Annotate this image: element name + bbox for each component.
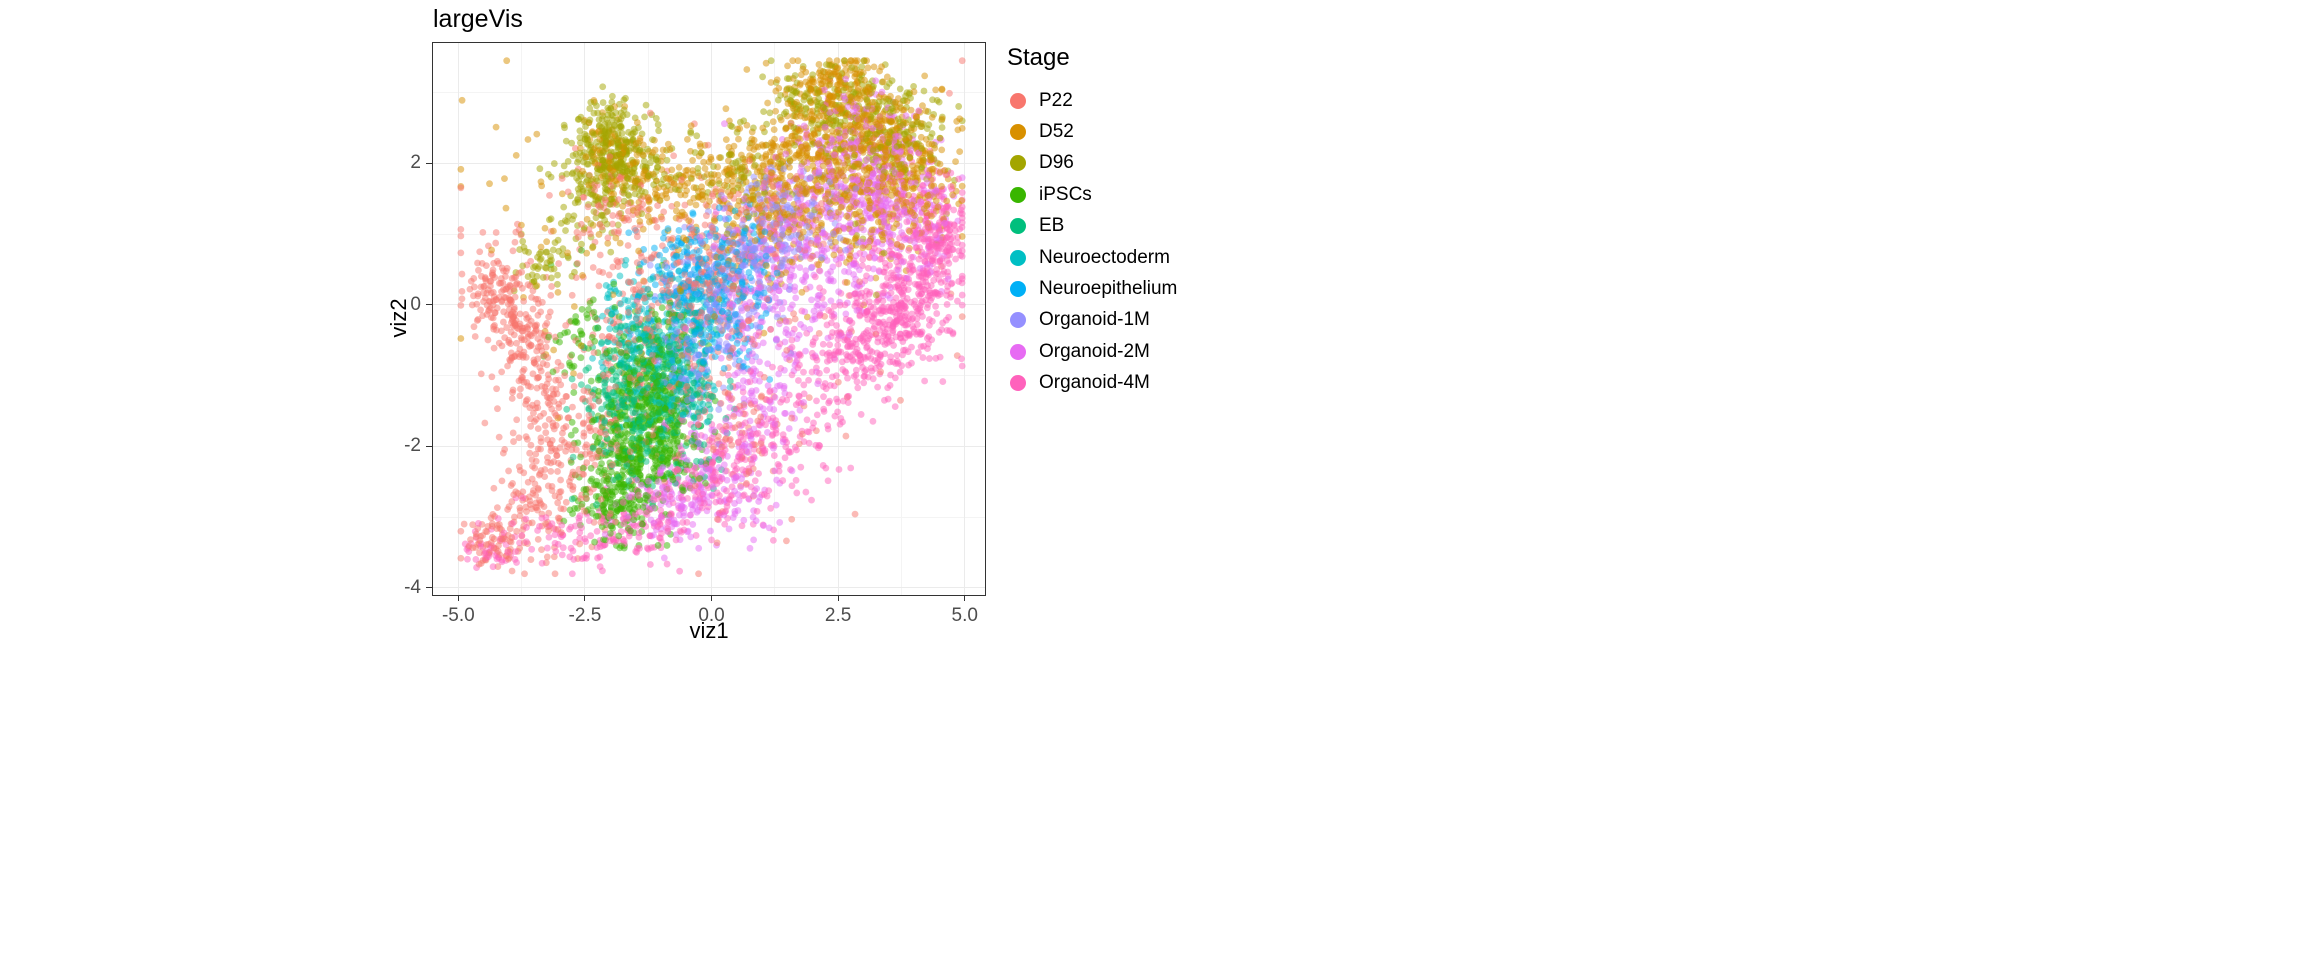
x-tick-mark [457,595,459,601]
legend-label: Organoid-2M [1039,340,1150,362]
legend-swatch [1010,218,1026,235]
legend-label: Neuroectoderm [1039,246,1170,268]
legend-item: Organoid-1M [1007,305,1177,336]
x-tick-label: 2.5 [824,605,852,626]
legend-label: D96 [1039,152,1074,174]
y-tick-mark [426,162,432,164]
legend-label: P22 [1039,89,1073,111]
x-tick-mark [711,595,713,601]
legend-swatch [1010,155,1026,172]
plot-panel [432,42,986,596]
x-tick-mark [837,595,839,601]
legend-item: Neuroepithelium [1007,273,1177,304]
x-tick-label: 0.0 [698,605,725,626]
y-tick-mark [426,304,432,306]
legend-label: Neuroepithelium [1039,278,1178,300]
plot-title: largeVis [433,5,523,33]
legend: Stage P22 D52 D96 iPSCs EB Neuroectoderm Neuro… [1007,44,1177,399]
x-tick-mark [964,595,966,601]
legend-swatch [1010,375,1026,392]
y-tick-label: -4 [404,576,421,598]
legend-swatch [1010,249,1026,266]
legend-item: Organoid-4M [1007,368,1177,399]
legend-item: D52 [1007,116,1177,147]
legend-label: EB [1039,215,1065,237]
legend-swatch [1010,124,1026,141]
legend-title: Stage [1007,44,1070,71]
x-tick-label: -5.0 [441,605,475,626]
legend-swatch [1010,281,1026,298]
scatter-canvas [433,43,985,595]
x-tick-mark [584,595,586,601]
legend-item: D96 [1007,148,1177,179]
legend-label: Organoid-4M [1039,372,1150,394]
x-tick-label: -2.5 [568,605,602,626]
legend-label: Organoid-1M [1039,309,1150,331]
y-tick-label: -2 [404,435,421,457]
legend-swatch [1010,312,1026,329]
legend-swatch [1010,92,1026,109]
legend-swatch [1010,186,1026,203]
x-axis-label: viz1 [689,618,729,643]
legend-label: iPSCs [1039,183,1092,205]
y-tick-mark [426,587,432,589]
legend-item: P22 [1007,85,1177,116]
x-tick-label: 5.0 [951,605,978,626]
legend-items: P22 D52 D96 iPSCs EB Neuroectoderm Neuroepithe… [1007,85,1177,399]
y-tick-mark [426,445,432,447]
legend-item: iPSCs [1007,179,1177,210]
legend-item: Neuroectoderm [1007,242,1177,273]
y-tick-label: 0 [410,293,421,315]
legend-swatch [1010,343,1026,360]
legend-item: Organoid-2M [1007,336,1177,367]
legend-item: EB [1007,211,1177,242]
y-tick-label: 2 [410,152,421,174]
legend-label: D52 [1039,121,1074,143]
